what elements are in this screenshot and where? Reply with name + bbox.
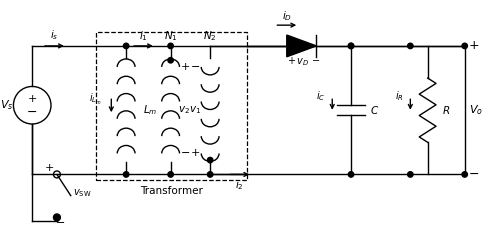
Text: $v_{\rm SW}$: $v_{\rm SW}$: [72, 187, 92, 199]
Text: $i_s$: $i_s$: [50, 28, 58, 42]
Text: $+\,v_D\,-$: $+\,v_D\,-$: [287, 55, 321, 68]
Text: +: +: [190, 148, 200, 158]
Circle shape: [168, 43, 173, 49]
Text: −: −: [27, 106, 38, 119]
Circle shape: [54, 214, 60, 221]
Text: $v_2$: $v_2$: [178, 104, 190, 116]
Circle shape: [408, 172, 413, 177]
Text: +: +: [468, 40, 479, 52]
Bar: [96, 32, 247, 180]
Circle shape: [348, 43, 354, 49]
Circle shape: [168, 58, 173, 63]
Text: $i_2$: $i_2$: [236, 178, 244, 192]
Text: +: +: [181, 62, 190, 72]
Text: +: +: [45, 162, 54, 172]
Circle shape: [208, 157, 213, 163]
Text: $i_D$: $i_D$: [282, 9, 292, 23]
Text: −: −: [468, 168, 479, 181]
Circle shape: [168, 172, 173, 177]
Text: $V_s$: $V_s$: [0, 98, 14, 112]
Text: −: −: [181, 148, 190, 158]
Circle shape: [348, 172, 354, 177]
Text: −: −: [56, 218, 66, 228]
Polygon shape: [287, 35, 316, 57]
Text: $i_1$: $i_1$: [139, 29, 148, 43]
Text: $N_2$: $N_2$: [204, 29, 217, 43]
Text: −: −: [190, 62, 200, 72]
Circle shape: [348, 43, 354, 49]
Text: $C$: $C$: [370, 104, 379, 116]
Text: $i_R$: $i_R$: [395, 90, 404, 103]
Circle shape: [208, 172, 213, 177]
Text: $v_1$: $v_1$: [190, 104, 202, 116]
Text: $L_m$: $L_m$: [144, 103, 158, 117]
Circle shape: [124, 172, 129, 177]
Circle shape: [408, 43, 413, 49]
Text: $V_o$: $V_o$: [468, 103, 482, 117]
Circle shape: [462, 172, 468, 177]
Circle shape: [124, 43, 129, 49]
Text: $N_1$: $N_1$: [164, 29, 177, 43]
Text: $R$: $R$: [442, 104, 450, 116]
Text: +: +: [28, 94, 37, 104]
Text: $i_{L_m}$: $i_{L_m}$: [88, 92, 102, 107]
Text: Transformer: Transformer: [140, 186, 203, 196]
Text: $i_C$: $i_C$: [316, 90, 326, 103]
Circle shape: [462, 43, 468, 49]
